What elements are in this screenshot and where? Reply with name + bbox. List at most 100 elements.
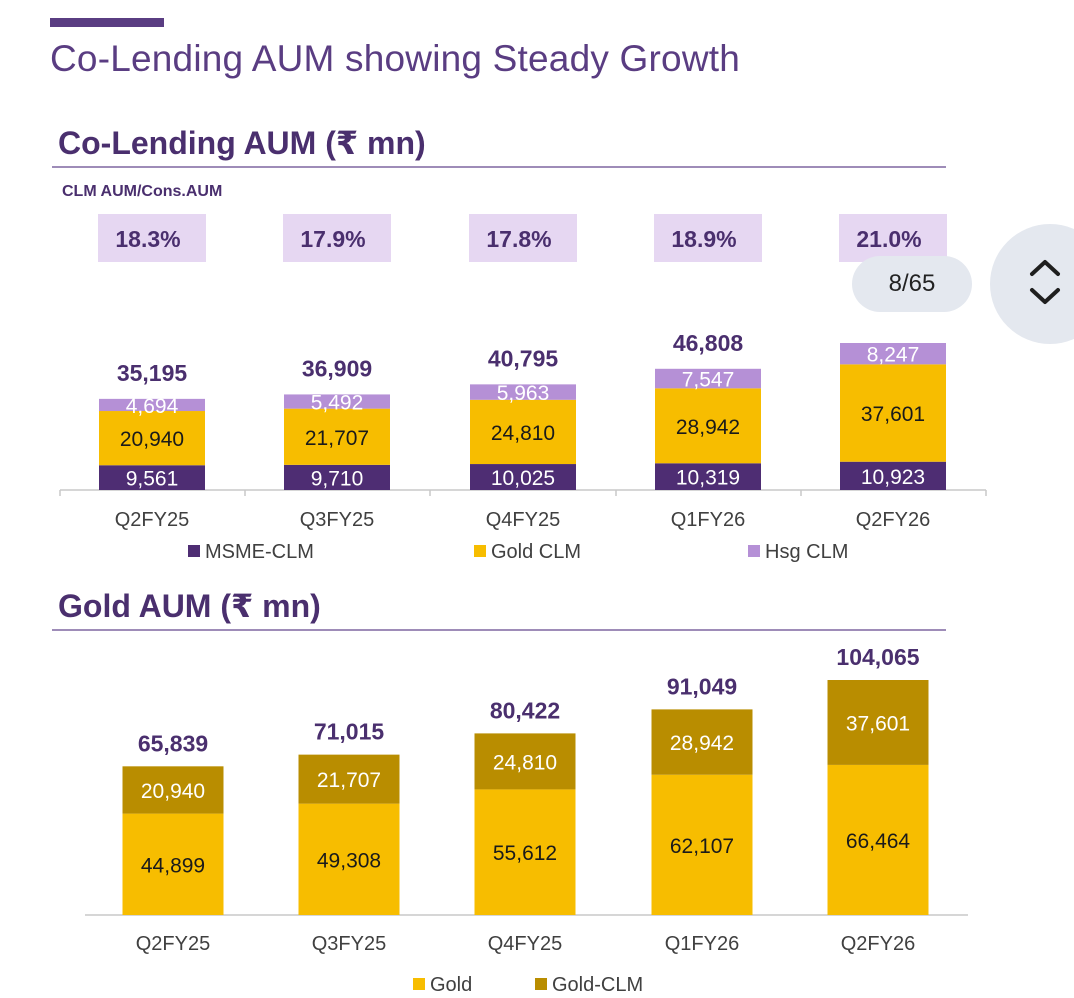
- data-label: 9,710: [311, 467, 364, 490]
- page-title: Co-Lending AUM showing Steady Growth: [50, 38, 741, 79]
- bar-msme-clm: [284, 464, 390, 490]
- legend-swatch: [188, 545, 200, 557]
- bar-total-label: 46,808: [673, 330, 744, 356]
- bar-total-label: 91,049: [667, 673, 737, 699]
- page-nav-control[interactable]: [990, 224, 1074, 344]
- x-tick-label: Q2FY26: [841, 933, 915, 955]
- data-label: 66,464: [846, 830, 911, 853]
- ratio-box: [654, 214, 762, 262]
- bar-gold-clm: [827, 680, 929, 765]
- bar-total-label: 35,195: [117, 360, 188, 386]
- x-tick-label: Q2FY26: [856, 509, 930, 531]
- x-tick-label: Q2FY25: [136, 933, 210, 955]
- colending-chart-title: Co-Lending AUM (₹ mn): [58, 125, 426, 161]
- bar-msme-clm: [99, 465, 205, 490]
- bar-total-label: 40,795: [488, 345, 559, 371]
- chevron-up-icon[interactable]: [1030, 260, 1060, 276]
- data-label: 5,963: [497, 382, 550, 405]
- colending-aum-chart: 18.3% 17.9% 17.8% 18.9% 21.0% 9,561 20,940 4,69…: [59, 214, 987, 563]
- data-label: 10,319: [676, 467, 740, 490]
- x-tick-label: Q4FY25: [488, 933, 562, 955]
- legend-swatch: [413, 978, 425, 990]
- x-tick-label: Q1FY26: [671, 509, 745, 531]
- bar-msme-clm: [470, 464, 576, 490]
- data-label: 5,492: [311, 392, 364, 415]
- bar-gold-clm: [840, 364, 946, 462]
- data-label: 4,694: [126, 395, 179, 418]
- bar-total-label: 71,015: [314, 719, 385, 745]
- data-label: 7,547: [682, 369, 735, 392]
- legend-swatch: [535, 978, 547, 990]
- data-label: 49,308: [317, 849, 381, 872]
- bar-hsg-clm: [840, 343, 946, 365]
- gold-chart-title: Gold AUM (₹ mn): [58, 588, 321, 624]
- data-label: 24,810: [493, 751, 557, 774]
- data-label: 20,940: [141, 780, 205, 803]
- x-tick-label: Q2FY25: [115, 509, 189, 531]
- data-label: 24,810: [491, 422, 555, 445]
- bar-hsg-clm: [470, 384, 576, 400]
- bar-total-label: 80,422: [490, 697, 560, 723]
- data-label: 28,942: [670, 732, 734, 755]
- bar-gold-clm: [474, 733, 576, 790]
- legend-swatch: [748, 545, 760, 557]
- bar-msme-clm: [655, 463, 761, 490]
- bar-gold-clm: [655, 388, 761, 464]
- x-tick-label: Q3FY25: [300, 509, 374, 531]
- bar-gold-clm: [284, 408, 390, 465]
- data-label: 28,942: [676, 416, 740, 439]
- x-tick-label: Q3FY25: [312, 933, 386, 955]
- legend-label: MSME-CLM: [205, 541, 314, 563]
- bar-gold-clm: [470, 399, 576, 465]
- gold-aum-chart: 44,899 20,940 65,839 Q2FY25 49,308 21,707 71,0…: [85, 644, 968, 996]
- legend-label: Hsg CLM: [765, 541, 848, 563]
- clm-ratio-label: CLM AUM/Cons.AUM: [62, 183, 223, 200]
- gold-title-rule: [52, 629, 946, 631]
- page-indicator: 8/65: [852, 256, 972, 312]
- ratio-box: [839, 214, 947, 262]
- bar-total-label: 65,839: [138, 730, 208, 756]
- bar-total-label: 104,065: [836, 644, 919, 670]
- chevron-down-icon[interactable]: [1030, 288, 1060, 304]
- bar-gold: [122, 813, 224, 915]
- data-label: 21,707: [317, 769, 381, 792]
- data-label: 37,601: [846, 712, 910, 735]
- ratio-value: 17.9%: [300, 226, 365, 252]
- bar-gold-clm: [298, 754, 400, 804]
- legend-label: Gold CLM: [491, 541, 581, 563]
- bar-total-label: 36,909: [302, 355, 372, 381]
- ratio-box: [469, 214, 577, 262]
- bar-hsg-clm: [99, 398, 205, 412]
- data-label: 44,899: [141, 854, 205, 877]
- ratio-value: 18.9%: [671, 226, 736, 252]
- data-label: 55,612: [493, 842, 557, 865]
- legend-swatch: [474, 545, 486, 557]
- x-tick-label: Q1FY26: [665, 933, 739, 955]
- data-label: 9,561: [126, 468, 179, 491]
- bar-hsg-clm: [284, 394, 390, 409]
- data-label: 10,923: [861, 466, 925, 489]
- bar-gold: [474, 789, 576, 915]
- data-label: 10,025: [491, 467, 555, 490]
- ratio-value: 21.0%: [856, 226, 921, 252]
- ratio-box: [283, 214, 391, 262]
- data-label: 37,601: [861, 403, 925, 426]
- data-label: 8,247: [867, 344, 920, 367]
- ratio-value: 18.3%: [115, 226, 180, 252]
- bar-gold: [298, 803, 400, 915]
- bar-gold-clm: [651, 709, 753, 775]
- bar-hsg-clm: [655, 368, 761, 389]
- data-label: 21,707: [305, 427, 369, 450]
- ratio-value: 17.8%: [486, 226, 551, 252]
- bar-gold: [827, 764, 929, 915]
- legend-label: Gold-CLM: [552, 974, 643, 996]
- x-tick-label: Q4FY25: [486, 509, 560, 531]
- bar-gold-clm: [122, 766, 224, 814]
- colending-title-rule: [52, 166, 946, 168]
- bar-gold-clm: [99, 411, 205, 466]
- bar-gold: [651, 774, 753, 915]
- title-accent-bar: [50, 18, 164, 27]
- data-label: 62,107: [670, 835, 734, 858]
- data-label: 20,940: [120, 428, 184, 451]
- ratio-box: [98, 214, 206, 262]
